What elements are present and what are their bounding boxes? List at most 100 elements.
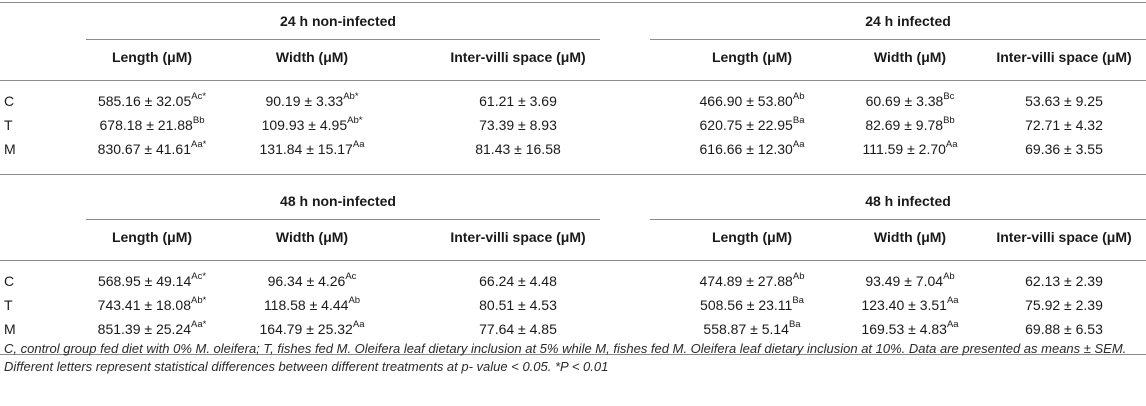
cell-value: 474.89 ± 27.88: [699, 273, 793, 289]
column-header: Inter-villi space (μM): [996, 229, 1132, 245]
cell-value: 73.39 ± 8.93: [479, 117, 557, 133]
table-cell: 62.13 ± 2.39: [1025, 272, 1103, 290]
cell-superscript: Aa: [946, 295, 959, 307]
table-cell: 80.51 ± 4.53: [479, 296, 557, 314]
group-underline-left: [86, 219, 600, 220]
cell-value: 66.24 ± 4.48: [479, 273, 557, 289]
table-cell: 616.66 ± 12.30Aa: [700, 140, 805, 158]
cell-value: 508.56 ± 23.11: [700, 297, 793, 313]
row-label: C: [4, 93, 15, 109]
table-cell: 568.95 ± 49.14Ac*: [98, 272, 206, 290]
cell-superscript: Aa: [792, 139, 805, 151]
table-cell: 111.59 ± 2.70Aa: [862, 140, 957, 158]
cell-value: 72.71 ± 4.32: [1025, 117, 1103, 133]
cell-superscript: Bb: [192, 115, 205, 127]
table-cell: 69.36 ± 3.55: [1025, 140, 1103, 158]
table-cell: 131.84 ± 15.17Aa: [260, 140, 365, 158]
table-footnote: C, control group fed diet with 0% M. ole…: [4, 341, 1127, 374]
cell-superscript: Ab: [943, 271, 955, 283]
table-cell: 830.67 ± 41.61Aa*: [98, 140, 207, 158]
header-rule: [0, 260, 1146, 261]
table-cell: 93.49 ± 7.04Ab: [865, 272, 954, 290]
table-cell: 53.63 ± 9.25: [1025, 92, 1103, 110]
column-header: Width (μM): [873, 229, 947, 245]
cell-value: 60.69 ± 3.38: [865, 93, 944, 109]
cell-superscript: Ab: [348, 295, 361, 307]
row-label: M: [4, 141, 16, 157]
row-label: T: [4, 297, 13, 313]
cell-value: 620.75 ± 22.95: [699, 117, 793, 133]
table-cell: 118.58 ± 4.44Ab: [264, 296, 360, 314]
table-cell: 743.41 ± 18.08Ab*: [98, 296, 207, 314]
column-header: Inter-villi space (μM): [450, 49, 586, 65]
cell-superscript: Aa: [946, 319, 959, 331]
cell-value: 568.95 ± 49.14: [97, 273, 192, 289]
table-cell: 73.39 ± 8.93: [479, 116, 557, 134]
cell-superscript: Ab*: [347, 115, 363, 127]
table-cell: 82.69 ± 9.78Bb: [865, 116, 954, 134]
cell-superscript: Ac*: [191, 91, 207, 103]
cell-value: 169.53 ± 4.83: [861, 321, 947, 337]
block-bottom-rule: [0, 354, 1146, 355]
cell-value: 466.90 ± 53.80: [699, 93, 793, 109]
table-cell: 620.75 ± 22.95Ba: [700, 116, 805, 134]
cell-value: 62.13 ± 2.39: [1025, 273, 1103, 289]
table-cell: 77.64 ± 4.85: [479, 320, 557, 338]
cell-superscript: Ac: [345, 271, 357, 283]
cell-value: 75.92 ± 2.39: [1025, 297, 1103, 313]
table-cell: 466.90 ± 53.80Ab: [700, 92, 805, 110]
cell-value: 851.39 ± 25.24: [97, 321, 191, 337]
table-cell: 75.92 ± 2.39: [1025, 296, 1103, 314]
table-cell: 164.79 ± 25.32Aa: [260, 320, 365, 338]
block-bottom-rule: [0, 174, 1146, 175]
cell-value: 69.88 ± 6.53: [1025, 321, 1103, 337]
header-rule: [0, 80, 1146, 81]
cell-superscript: Aa: [352, 319, 365, 331]
cell-value: 81.43 ± 16.58: [475, 141, 561, 157]
cell-value: 585.16 ± 32.05: [97, 93, 192, 109]
group-header-left: 48 h non-infected: [280, 193, 396, 209]
row-label: M: [4, 321, 16, 337]
cell-value: 678.18 ± 21.88: [99, 117, 193, 133]
group-underline-right: [650, 39, 1146, 40]
column-header: Width (μM): [275, 229, 349, 245]
cell-superscript: Ab*: [191, 295, 207, 307]
table-cell: 169.53 ± 4.83Aa: [861, 320, 958, 338]
table-cell: 61.21 ± 3.69: [479, 92, 557, 110]
cell-value: 69.36 ± 3.55: [1025, 141, 1103, 157]
column-header: Length (μM): [711, 229, 793, 245]
cell-value: 118.58 ± 4.44: [263, 297, 349, 313]
cell-superscript: Ba: [792, 295, 804, 307]
cell-value: 616.66 ± 12.30: [699, 141, 793, 157]
cell-superscript: Aa*: [191, 139, 207, 151]
cell-value: 90.19 ± 3.33: [265, 93, 344, 109]
group-underline-right: [650, 219, 1146, 220]
row-label: T: [4, 117, 13, 133]
cell-superscript: Aa*: [191, 319, 207, 331]
cell-value: 96.34 ± 4.26: [267, 273, 346, 289]
cell-value: 164.79 ± 25.32: [259, 321, 353, 337]
cell-value: 77.64 ± 4.85: [479, 321, 557, 337]
cell-value: 82.69 ± 9.78: [865, 117, 944, 133]
cell-value: 830.67 ± 41.61: [97, 141, 191, 157]
column-header: Length (μM): [111, 229, 193, 245]
cell-value: 61.21 ± 3.69: [479, 93, 557, 109]
table-cell: 508.56 ± 23.11Ba: [700, 296, 804, 314]
group-header-right: 24 h infected: [865, 13, 951, 29]
table-cell: 72.71 ± 4.32: [1025, 116, 1103, 134]
table-cell: 90.19 ± 3.33Ab*: [265, 92, 358, 110]
column-header: Width (μM): [275, 49, 349, 65]
column-header: Length (μM): [111, 49, 193, 65]
cell-superscript: Ac*: [191, 271, 207, 283]
column-header: Inter-villi space (μM): [450, 229, 586, 245]
table-cell: 96.34 ± 4.26Ac: [268, 272, 357, 290]
group-underline-left: [86, 39, 600, 40]
table-cell: 474.89 ± 27.88Ab: [700, 272, 805, 290]
cell-value: 131.84 ± 15.17: [259, 141, 353, 157]
cell-superscript: Ba: [788, 319, 801, 331]
group-header-right: 48 h infected: [865, 193, 951, 209]
table-cell: 585.16 ± 32.05Ac*: [98, 92, 206, 110]
table-cell: 851.39 ± 25.24Aa*: [98, 320, 207, 338]
group-header-left: 24 h non-infected: [280, 13, 396, 29]
cell-superscript: Ba: [792, 115, 805, 127]
